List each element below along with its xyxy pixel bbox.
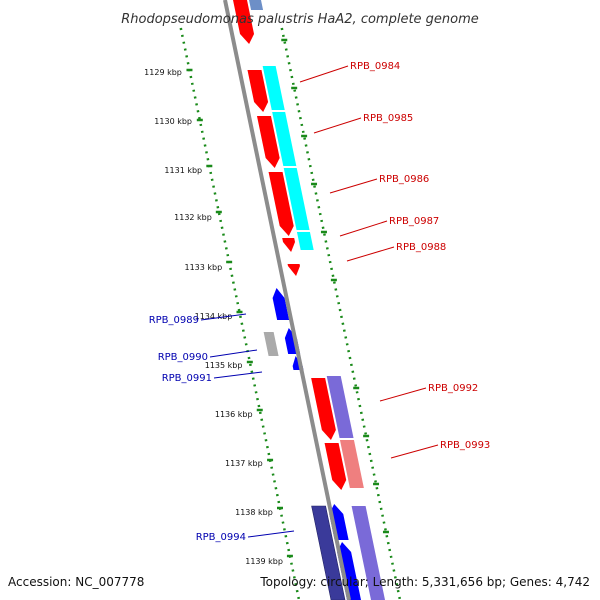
cog-band [326, 376, 354, 438]
gene-label-rpb-0985: RPB_0985 [363, 113, 413, 124]
kbp-label: 1137 kbp [225, 459, 263, 468]
tick-marks [179, 27, 402, 600]
forward-gene [256, 116, 280, 168]
leader-line [209, 349, 258, 358]
leader-line [390, 444, 439, 459]
leader-line [247, 530, 295, 538]
map-title: Rhodopseudomonas palustris HaA2, complet… [121, 12, 479, 27]
leader-line [379, 387, 427, 402]
leader-line [213, 371, 263, 379]
gene-label-rpb-0991: RPB_0991 [162, 373, 212, 384]
gene-label-rpb-0987: RPB_0987 [389, 216, 439, 227]
gene-label-rpb-0986: RPB_0986 [379, 174, 429, 185]
gene-label-rpb-0984: RPB_0984 [350, 61, 400, 72]
labels: 1129 kbp 1130 kbp 1131 kbp 1132 kbp 1133 kbp… [144, 61, 490, 566]
kbp-label: 1134 kbp [195, 312, 233, 321]
kbp-label: 1139 kbp [245, 557, 283, 566]
gene-label-rpb-0994: RPB_0994 [196, 532, 246, 543]
cog-band [339, 440, 364, 488]
grey-gene [263, 332, 279, 356]
genome-summary-text: Topology: circular; Length: 5,331,656 bp… [259, 575, 590, 589]
backbone-line [223, 0, 351, 600]
kbp-label: 1129 kbp [144, 68, 182, 77]
reverse-gene [337, 542, 362, 600]
gene-label-rpb-0993: RPB_0993 [440, 440, 490, 451]
cog-band [351, 506, 386, 600]
genome-backbone [223, 0, 351, 600]
gene-label-rpb-0990: RPB_0990 [158, 352, 208, 363]
kbp-label: 1136 kbp [215, 410, 253, 419]
leader-line [346, 246, 395, 262]
cog-band [272, 112, 297, 166]
forward-gene [311, 378, 336, 440]
kbp-label: 1132 kbp [174, 213, 212, 222]
forward-gene [287, 264, 300, 276]
leader-line [313, 117, 362, 134]
kbp-label: 1138 kbp [235, 508, 273, 517]
forward-gene [247, 70, 269, 112]
kbp-label: 1135 kbp [205, 361, 243, 370]
forward-gene [324, 443, 347, 490]
leader-line [339, 220, 388, 237]
leader-line [200, 313, 247, 321]
forward-gene [233, 0, 255, 44]
cog-band [283, 168, 310, 230]
cog-band [262, 66, 285, 110]
kbp-label: 1130 kbp [154, 117, 192, 126]
gene-label-rpb-0989: RPB_0989 [149, 315, 199, 326]
reverse-gene [272, 288, 290, 320]
forward-gene [268, 172, 294, 236]
leader-line [329, 178, 378, 194]
kbp-label: 1131 kbp [164, 166, 202, 175]
cog-band [249, 0, 264, 10]
leader-line [299, 65, 349, 83]
kbp-label: 1133 kbp [184, 263, 222, 272]
reverse-cog-band [311, 505, 346, 600]
accession-text: Accession: NC_007778 [8, 575, 144, 589]
forward-gene [282, 238, 296, 252]
gene-label-rpb-0988: RPB_0988 [396, 242, 446, 253]
gene-label-rpb-0992: RPB_0992 [428, 383, 478, 394]
cog-band [296, 232, 314, 250]
